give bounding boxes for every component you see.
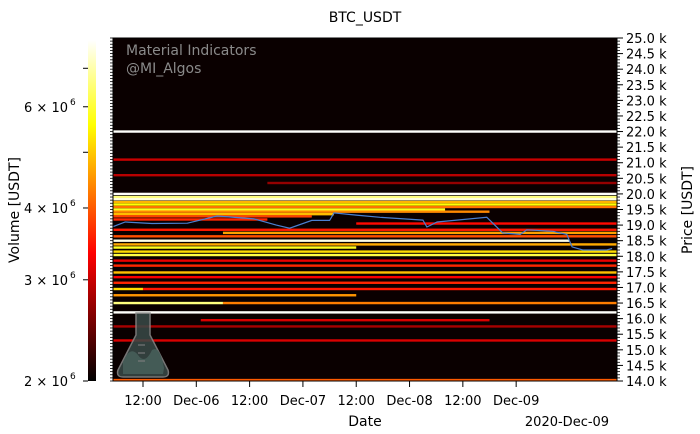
heatmap-level bbox=[113, 215, 312, 218]
price-line bbox=[113, 212, 613, 251]
heatmap-level bbox=[113, 200, 617, 204]
price-tick-label: 23.5 k bbox=[626, 79, 667, 94]
heatmap-level bbox=[113, 339, 617, 342]
heatmap-level bbox=[113, 208, 446, 211]
date-tick-label: Dec-07 bbox=[280, 394, 326, 409]
price-tick-label: 17.0 k bbox=[626, 281, 667, 296]
date-axis-label: Date bbox=[348, 414, 381, 430]
heatmap-level bbox=[113, 239, 570, 242]
colorbar bbox=[88, 40, 96, 381]
price-tick-label: 14.0 k bbox=[626, 375, 667, 390]
price-tick-label: 22.5 k bbox=[626, 110, 667, 125]
watermark-line-2: @MI_Algos bbox=[126, 61, 201, 77]
price-tick-label: 24.5 k bbox=[626, 48, 667, 63]
heatmap-level bbox=[113, 192, 617, 196]
price-axis-label: Price [USDT] bbox=[680, 166, 696, 254]
heatmap-level bbox=[113, 212, 335, 216]
heatmap-level bbox=[113, 271, 617, 274]
price-series bbox=[113, 212, 613, 251]
price-tick-label: 21.0 k bbox=[626, 157, 667, 172]
heatmap-level bbox=[113, 301, 223, 305]
heatmap-level bbox=[113, 198, 617, 201]
price-tick-label: 17.5 k bbox=[626, 266, 667, 281]
heatmap-level bbox=[222, 231, 617, 235]
colorbar-tick-exponent: 6 bbox=[70, 98, 76, 108]
heatmap-level bbox=[222, 301, 617, 305]
price-tick-label: 25.0 k bbox=[626, 32, 667, 47]
price-tick-label: 20.0 k bbox=[626, 188, 667, 203]
heatmap-level bbox=[113, 218, 268, 221]
date-offset-label: 2020-Dec-09 bbox=[525, 415, 609, 430]
price-tick-label: 21.5 k bbox=[626, 141, 667, 156]
date-tick-label: 12:00 bbox=[444, 394, 481, 409]
heatmap-level bbox=[113, 281, 617, 284]
chart-title: BTC_USDT bbox=[329, 10, 402, 26]
price-tick-label: 23.0 k bbox=[626, 94, 667, 109]
heatmap-level bbox=[113, 210, 490, 213]
price-tick-label: 15.0 k bbox=[626, 344, 667, 359]
heatmap-level bbox=[113, 130, 617, 133]
heatmap-level bbox=[113, 203, 617, 206]
heatmap-level bbox=[113, 287, 143, 291]
heatmap-level bbox=[113, 253, 617, 257]
heatmap-level bbox=[356, 222, 617, 225]
heatmap-level bbox=[267, 181, 617, 185]
price-tick-label: 16.0 k bbox=[626, 313, 667, 328]
flask-logo-icon bbox=[116, 312, 170, 378]
date-tick-label: 12:00 bbox=[231, 394, 268, 409]
price-tick-label: 14.5 k bbox=[626, 359, 667, 374]
heatmap-level bbox=[113, 205, 617, 209]
price-tick-label: 22.0 k bbox=[626, 126, 667, 141]
heatmap-level bbox=[113, 259, 617, 262]
colorbar-tick-exponent: 6 bbox=[70, 271, 76, 281]
heatmap-level bbox=[113, 228, 617, 231]
date-tick-label: Dec-09 bbox=[493, 394, 539, 409]
heatmap-level bbox=[113, 246, 357, 249]
heatmap bbox=[113, 130, 617, 381]
heatmap-level bbox=[142, 287, 617, 291]
colorbar-tick-label: 6 × 10 bbox=[24, 101, 68, 116]
heatmap-level bbox=[113, 235, 617, 238]
date-tick-label: Dec-08 bbox=[386, 394, 432, 409]
date-tick-label: 12:00 bbox=[124, 394, 161, 409]
price-tick-label: 18.5 k bbox=[626, 235, 667, 250]
heatmap-level bbox=[113, 311, 617, 314]
price-tick-label: 20.5 k bbox=[626, 172, 667, 187]
heatmap-level bbox=[113, 378, 617, 381]
price-tick-label: 16.5 k bbox=[626, 297, 667, 312]
colorbar-tick-label: 4 × 10 bbox=[24, 202, 68, 217]
price-tick-label: 19.5 k bbox=[626, 204, 667, 219]
price-tick-label: 19.0 k bbox=[626, 219, 667, 234]
colorbar-label: Volume [USDT] bbox=[7, 157, 23, 263]
date-tick-label: Dec-06 bbox=[173, 394, 219, 409]
heatmap-level bbox=[113, 325, 617, 328]
price-tick-label: 18.0 k bbox=[626, 250, 667, 265]
price-tick-label: 15.5 k bbox=[626, 328, 667, 343]
colorbar-tick-label: 3 × 10 bbox=[24, 274, 68, 289]
heatmap-level bbox=[113, 294, 357, 297]
heatmap-level bbox=[113, 158, 617, 161]
date-axis: 12:00 Dec-06 12:00 Dec-07 12:00 Dec-08 12:00 De… bbox=[124, 381, 539, 409]
watermark-line-1: Material Indicators bbox=[126, 43, 256, 59]
colorbar-tick-exponent: 6 bbox=[70, 372, 76, 382]
colorbar-ticks: 2 × 10 63 × 10 64 × 10 66 × 10 6 bbox=[24, 67, 88, 390]
heatmap-level bbox=[113, 174, 617, 177]
heatmap-level bbox=[113, 275, 617, 279]
heatmap-level bbox=[113, 250, 617, 253]
price-tick-label: 24.0 k bbox=[626, 63, 667, 78]
colorbar-tick-exponent: 6 bbox=[70, 199, 76, 209]
heatmap-level bbox=[200, 318, 490, 322]
date-tick-label: 12:00 bbox=[337, 394, 374, 409]
heatmap-level bbox=[113, 243, 617, 246]
colorbar-tick-label: 2 × 10 bbox=[24, 375, 68, 390]
heatmap-level bbox=[113, 195, 617, 199]
price-axis: 14.0 k14.5 k15.0 k15.5 k16.0 k16.5 k17.0… bbox=[110, 32, 667, 390]
heatmap-level bbox=[113, 264, 617, 267]
